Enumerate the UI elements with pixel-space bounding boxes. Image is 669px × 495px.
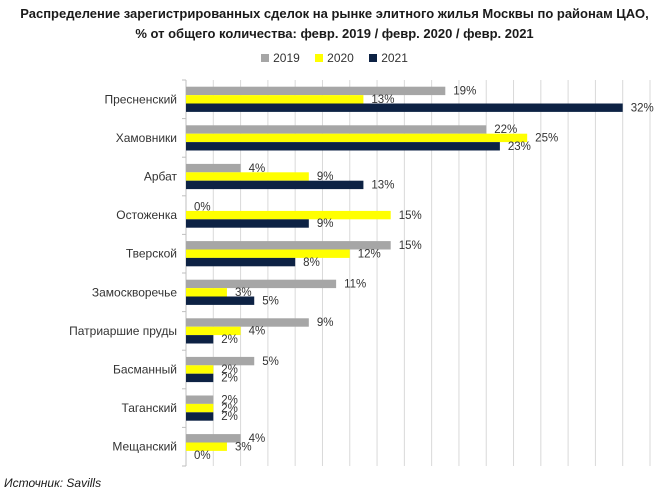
data-label-2019: 19% [453,86,476,98]
category-label: Остоженка [116,208,177,222]
bar-2021 [186,103,623,112]
data-label-2019: 15% [399,240,422,252]
bar-2019 [186,356,255,366]
bar-2020 [186,133,528,143]
data-label-2020: 13% [371,94,394,106]
data-label-2021: 2% [221,373,238,385]
legend-swatch-2021 [369,54,378,62]
category-label: Тверской [126,247,177,261]
category-label: Замоскворечье [92,285,177,299]
bar-2019 [186,318,309,327]
data-label-2019: 2% [221,394,238,406]
bar-2020 [186,326,241,336]
data-label-2021: 2% [221,334,238,346]
data-label-2021: 32% [631,102,654,114]
legend-item-2020: 2020 [315,51,354,65]
category-label: Пресненский [104,92,177,106]
chart-legend: 2019 2020 2021 [0,51,669,65]
bar-2020 [186,365,214,374]
bar-2020 [186,403,214,413]
bar-2019 [186,241,391,250]
bar-2019 [186,163,241,173]
category-label: Патриаршие пруды [69,324,177,338]
legend-item-2021: 2021 [369,51,408,65]
bar-2020 [186,210,391,220]
data-label-2021: 8% [303,257,320,269]
bar-2021 [186,412,214,421]
data-label-2019: 22% [494,124,517,136]
bar-2020 [186,249,350,258]
bar-2019 [186,395,214,404]
bar-2020 [186,95,364,104]
category-label: Мещанский [112,440,177,454]
bar-2021 [186,373,214,383]
data-label-2020: 12% [358,248,381,260]
bar-2021 [186,219,309,228]
data-label-2021: 5% [262,295,279,307]
bar-2021 [186,142,500,151]
data-label-2020: 2% [221,403,238,415]
data-label-2020: 3% [235,441,252,453]
legend-item-2019: 2019 [261,51,300,65]
data-label-2020: 25% [535,133,558,145]
legend-swatch-2020 [315,54,324,62]
data-label-2021: 9% [317,218,334,230]
category-label: Таганский [121,401,177,415]
legend-label-2019: 2019 [273,51,300,65]
category-label: Хамовники [116,131,177,145]
data-label-2020: 4% [249,326,266,338]
data-label-2021: 13% [371,180,394,192]
source-note: Источник: Savills [4,476,102,490]
data-label-2020: 15% [399,210,422,222]
data-label-2020: 2% [221,364,238,376]
data-label-2019: 4% [249,163,266,175]
bar-2021 [186,257,296,267]
data-label-2020: 9% [317,171,334,183]
chart-title-line-2: % от общего количества: февр. 2019 / фев… [135,26,534,41]
bar-2019 [186,125,487,134]
bar-2019 [186,279,337,289]
bar-2019 [186,434,241,443]
data-label-2019: 11% [344,279,366,291]
category-label: Арбат [144,170,178,184]
data-label-2019: 5% [262,356,279,368]
data-label-2019: 0% [194,201,211,213]
data-label-2019: 9% [317,317,334,329]
data-label-2021: 0% [194,450,211,462]
data-label-2021: 2% [221,411,238,423]
bar-2021 [186,296,255,305]
legend-label-2021: 2021 [381,51,408,65]
bar-2020 [186,172,309,181]
data-label-2020: 3% [235,287,252,299]
data-label-2019: 4% [249,433,266,445]
bar-2021 [186,180,364,190]
legend-swatch-2019 [261,54,270,62]
chart-title: Распределение зарегистрированных сделок … [0,4,669,44]
bar-2019 [186,86,446,96]
chart-title-line-1: Распределение зарегистрированных сделок … [20,6,649,21]
bar-2020 [186,288,227,297]
data-label-2021: 23% [508,141,531,153]
bar-2021 [186,335,214,344]
bar-2020 [186,442,227,451]
legend-label-2020: 2020 [327,51,354,65]
category-label: Басманный [113,363,177,377]
